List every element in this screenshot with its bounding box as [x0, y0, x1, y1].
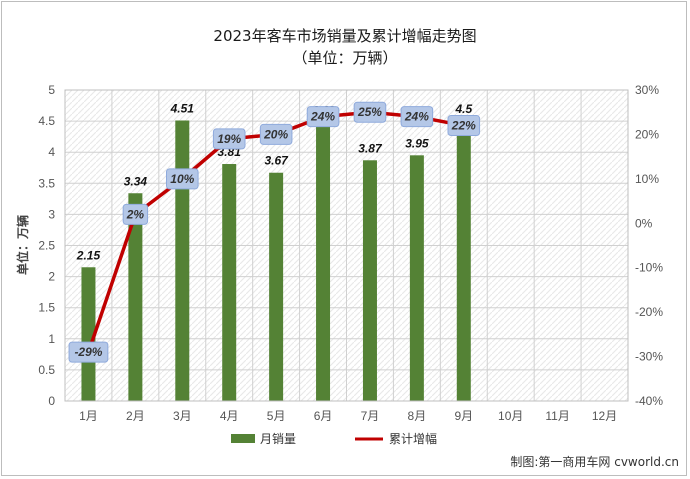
bar	[81, 267, 96, 401]
chart-title: 2023年客车市场销量及累计增幅走势图	[213, 27, 476, 45]
bar	[128, 193, 143, 401]
line-point-badge	[212, 128, 246, 150]
y2-tick-label: -10%	[635, 261, 663, 275]
line-point-badge	[400, 106, 434, 128]
line-value-label: 25%	[357, 105, 382, 119]
legend-label-bar: 月销量	[260, 432, 296, 446]
x-tick-label: 9月	[454, 409, 473, 423]
bar-value-label: 3.95	[405, 136, 429, 150]
x-tick-label: 11月	[545, 409, 569, 423]
bar	[409, 155, 424, 401]
bar	[269, 172, 284, 401]
bar	[456, 121, 471, 401]
x-tick-label: 8月	[408, 409, 427, 423]
x-tick-label: 2月	[126, 409, 145, 423]
bar-value-label: 3.87	[358, 141, 383, 155]
line-point-badge	[306, 106, 340, 128]
x-tick-label: 12月	[592, 409, 617, 423]
line-value-label: 19%	[217, 132, 241, 146]
y-axis-label: 单位：万辆	[15, 215, 30, 275]
line-series: -29% 2% 10% 19% 20% 24% 25% 24% 22%	[68, 101, 481, 363]
bar-value-label: 3.67	[264, 154, 289, 168]
line-value-label: 20%	[263, 127, 288, 141]
y-tick-label: 4	[48, 145, 55, 159]
axes: 0 0.5 1 1.5 2 2.5 3 3.5 4 4.5 5 -40% -30% -20% -10% 0% 1…	[38, 83, 663, 423]
line-point-badge	[122, 203, 149, 225]
line-value-label: 22%	[451, 119, 476, 133]
y2-tick-label: -40%	[635, 394, 663, 408]
x-tick-label: 6月	[314, 409, 333, 423]
x-tick-label: 10月	[498, 409, 523, 423]
y2-tick-label: 10%	[635, 172, 659, 186]
bar	[175, 120, 190, 401]
bar	[222, 164, 237, 401]
y2-tick-label: 0%	[635, 216, 653, 230]
line-point-badge	[259, 123, 293, 145]
bar-series: 2.153.344.513.813.674.483.873.954.5	[76, 101, 472, 402]
bar-value-label: 4.51	[170, 101, 195, 115]
y-tick-label: 1.5	[38, 301, 55, 315]
y-tick-label: 2	[48, 270, 55, 284]
credit-text: 制图:第一商用车网 cvworld.cn	[510, 454, 679, 469]
line-point-badge	[165, 168, 199, 190]
chart-subtitle: （单位：万辆）	[292, 49, 397, 67]
line-point-badge	[68, 341, 109, 363]
bar-value-label: 2.15	[76, 248, 101, 262]
y-tick-label: 5	[48, 83, 55, 97]
x-tick-label: 7月	[361, 409, 380, 423]
legend-swatch-bar	[231, 434, 255, 443]
bar	[316, 122, 331, 402]
legend: 月销量 累计增幅	[231, 431, 437, 446]
x-tick-label: 4月	[220, 409, 239, 423]
line-value-label: -29%	[74, 345, 102, 359]
x-tick-label: 1月	[79, 409, 98, 423]
line-value-label: 2%	[126, 207, 145, 221]
y2-tick-label: 30%	[635, 83, 659, 97]
x-tick-label: 5月	[267, 409, 286, 423]
y-tick-label: 1	[48, 332, 55, 346]
line-value-label: 10%	[170, 172, 194, 186]
y-tick-label: 2.5	[38, 239, 55, 253]
y-tick-label: 0.5	[38, 363, 55, 377]
x-tick-label: 3月	[173, 409, 192, 423]
y-tick-label: 3	[48, 207, 55, 221]
line-point-badge	[447, 115, 481, 137]
bar	[362, 160, 377, 401]
bar-value-label: 3.34	[124, 174, 148, 188]
y2-tick-label: -30%	[635, 350, 663, 364]
y-tick-label: 0	[48, 394, 55, 408]
y-tick-label: 3.5	[38, 176, 55, 190]
line-point-badge	[353, 101, 387, 123]
legend-label-line: 累计增幅	[389, 431, 437, 446]
y2-tick-label: -20%	[635, 305, 663, 319]
bar-value-label: 4.5	[454, 102, 472, 116]
line-value-label: 24%	[404, 110, 429, 124]
line-value-label: 24%	[310, 110, 335, 124]
y-tick-label: 4.5	[38, 114, 55, 128]
plot-border	[64, 89, 629, 402]
y2-tick-label: 20%	[635, 127, 659, 141]
